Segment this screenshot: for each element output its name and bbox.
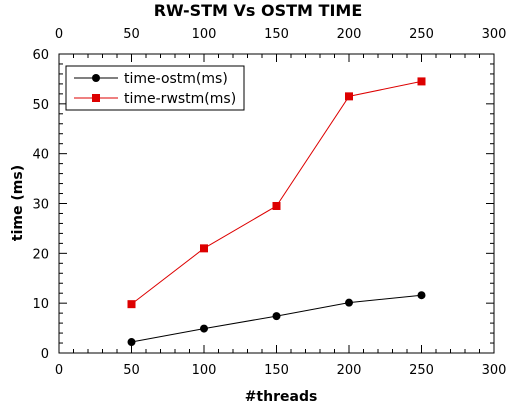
x-tick-label-top: 100 [192, 27, 217, 42]
x-axis-title: #threads [245, 389, 318, 405]
x-tick-label: 300 [482, 363, 507, 378]
data-point [417, 291, 426, 300]
data-point [272, 312, 281, 321]
y-tick-label: 50 [32, 98, 49, 113]
x-tick-label: 150 [264, 363, 289, 378]
legend-label-rwstm: time-rwstm(ms) [124, 91, 236, 107]
legend-marker-ostm [92, 74, 100, 82]
x-tick-label: 200 [337, 363, 362, 378]
chart-title: RW-STM Vs OSTM TIME [154, 1, 363, 20]
x-tick-label-top: 250 [409, 27, 434, 42]
y-tick-label: 30 [32, 198, 49, 213]
legend-marker-rwstm [92, 94, 100, 102]
axis-tick-labels: 0050501001001501502002002502503003000102… [32, 27, 506, 378]
axis-ticks [58, 53, 495, 354]
x-tick-label-top: 300 [482, 27, 507, 42]
y-tick-label: 10 [32, 297, 49, 312]
data-point [272, 201, 281, 210]
x-tick-label: 100 [192, 363, 217, 378]
data-point [417, 77, 426, 86]
series-line [131, 80, 422, 305]
series-0 [127, 291, 426, 347]
x-tick-label-top: 0 [55, 27, 63, 42]
y-tick-label: 20 [32, 247, 49, 262]
x-tick-label: 250 [409, 363, 434, 378]
y-axis-title: time (ms) [10, 165, 26, 241]
data-point [127, 338, 136, 347]
series-1 [127, 77, 426, 309]
x-tick-label: 0 [55, 363, 63, 378]
x-tick-label: 50 [123, 363, 140, 378]
y-tick-label: 60 [32, 48, 49, 63]
data-series [127, 77, 426, 347]
x-tick-label-top: 200 [337, 27, 362, 42]
data-point [345, 92, 353, 101]
data-point [127, 300, 136, 309]
y-tick-label: 0 [41, 347, 49, 362]
data-point [200, 324, 208, 333]
x-tick-label-top: 50 [123, 27, 140, 42]
legend-label-ostm: time-ostm(ms) [124, 71, 228, 87]
legend: time-ostm(ms) time-rwstm(ms) [65, 65, 245, 111]
x-tick-label-top: 150 [264, 27, 289, 42]
y-tick-label: 40 [32, 148, 49, 163]
data-point [200, 244, 208, 253]
data-point [345, 298, 353, 307]
legend-box [65, 65, 245, 111]
